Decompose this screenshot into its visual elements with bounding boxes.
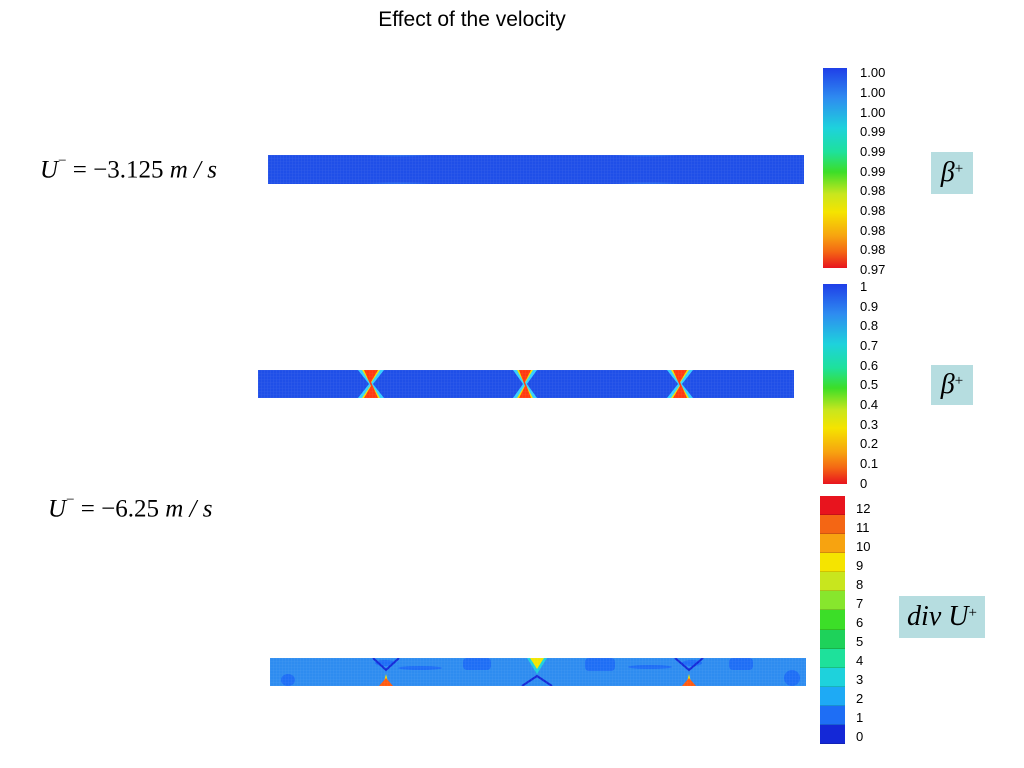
colorbar-segment: [820, 724, 845, 744]
formula-superscript: −: [58, 153, 67, 169]
colorbar-divu: [820, 496, 845, 744]
tick-label: 0.98: [860, 223, 886, 238]
formula-unit: m / s: [169, 156, 217, 184]
tag-superscript: +: [968, 604, 977, 621]
tick-label: 6: [856, 615, 864, 630]
colorbar-beta-2-ticks: 1 0.9 0.8 0.7 0.6 0.5 0.4 0.3 0.2 0.1 0: [860, 280, 900, 490]
velocity-formula-2: U− = −6.25 m / s: [48, 492, 213, 523]
colorbar-segment: [820, 534, 845, 554]
tick-label: 0.7: [860, 338, 879, 353]
tag-symbol: div U: [907, 601, 969, 632]
tag-symbol: β: [940, 157, 955, 188]
tag-superscript: +: [954, 160, 964, 177]
tick-label: 0.98: [860, 242, 886, 257]
tick-label: 0.8: [860, 318, 879, 333]
tick-label: 0.99: [860, 124, 886, 139]
velocity-formula-1: U− = −3.125 m / s: [40, 153, 217, 184]
colorbar-beta-1-ticks: 1.00 1.00 1.00 0.99 0.99 0.99 0.98 0.98 …: [860, 66, 920, 276]
formula-value: = −3.125: [66, 156, 170, 184]
tick-label: 7: [856, 596, 864, 611]
tick-label: 1: [856, 710, 864, 725]
colorbar-segment: [820, 572, 845, 592]
tag-symbol: β: [940, 369, 955, 400]
tick-label: 0.4: [860, 397, 879, 412]
formula-value: = −6.25: [74, 495, 166, 523]
field-plot-beta-u3125: [268, 155, 804, 184]
formula-variable: U: [40, 156, 59, 184]
tick-label: 0.2: [860, 436, 879, 451]
colorbar-segment: [820, 667, 845, 687]
formula-superscript: −: [66, 492, 75, 508]
colorbar-segment: [820, 515, 845, 535]
tick-label: 0.1: [860, 456, 879, 471]
page-title: Effect of the velocity: [378, 8, 566, 31]
tag-superscript: +: [954, 372, 964, 389]
colorbar-segment: [820, 648, 845, 668]
field-plot-divu: [270, 658, 806, 686]
colorbar-segment: [820, 496, 845, 516]
tick-label: 1: [860, 279, 868, 294]
tick-label: 9: [856, 558, 864, 573]
beta-plus-tag-2: β +: [931, 365, 973, 405]
tick-label: 8: [856, 577, 864, 592]
tick-label: 1.00: [860, 65, 886, 80]
colorbar-beta-2: [823, 284, 847, 484]
tick-label: 0.6: [860, 358, 879, 373]
colorbar-segment: [820, 553, 845, 573]
tick-label: 0.3: [860, 417, 879, 432]
colorbar-segment: [820, 705, 845, 725]
tick-label: 11: [856, 520, 870, 535]
tick-label: 3: [856, 672, 864, 687]
beta-plus-tag-1: β +: [931, 152, 973, 194]
formula-unit: m / s: [165, 495, 213, 523]
colorbar-beta-1: [823, 68, 847, 268]
tick-label: 1.00: [860, 105, 886, 120]
tick-label: 1.00: [860, 85, 886, 100]
tick-label: 4: [856, 653, 864, 668]
tick-label: 0.9: [860, 299, 879, 314]
field-plot-beta-u625: [258, 370, 794, 398]
tick-label: 12: [856, 501, 871, 516]
colorbar-segment: [820, 629, 845, 649]
tick-label: 0.97: [860, 262, 886, 277]
divu-plus-tag: div U +: [899, 596, 985, 638]
tick-label: 10: [856, 539, 871, 554]
tick-label: 0.98: [860, 183, 886, 198]
colorbar-divu-ticks: 12 11 10 9 8 7 6 5 4 3 2 1 0: [856, 502, 896, 752]
tick-label: 0: [860, 476, 868, 491]
tick-label: 2: [856, 691, 864, 706]
tick-label: 0.98: [860, 203, 886, 218]
tick-label: 5: [856, 634, 864, 649]
formula-variable: U: [48, 495, 67, 523]
colorbar-segment: [820, 591, 845, 611]
colorbar-segment: [820, 610, 845, 630]
colorbar-segment: [820, 686, 845, 706]
tick-label: 0.99: [860, 144, 886, 159]
tick-label: 0.5: [860, 377, 879, 392]
tick-label: 0.99: [860, 164, 886, 179]
tick-label: 0: [856, 729, 864, 744]
